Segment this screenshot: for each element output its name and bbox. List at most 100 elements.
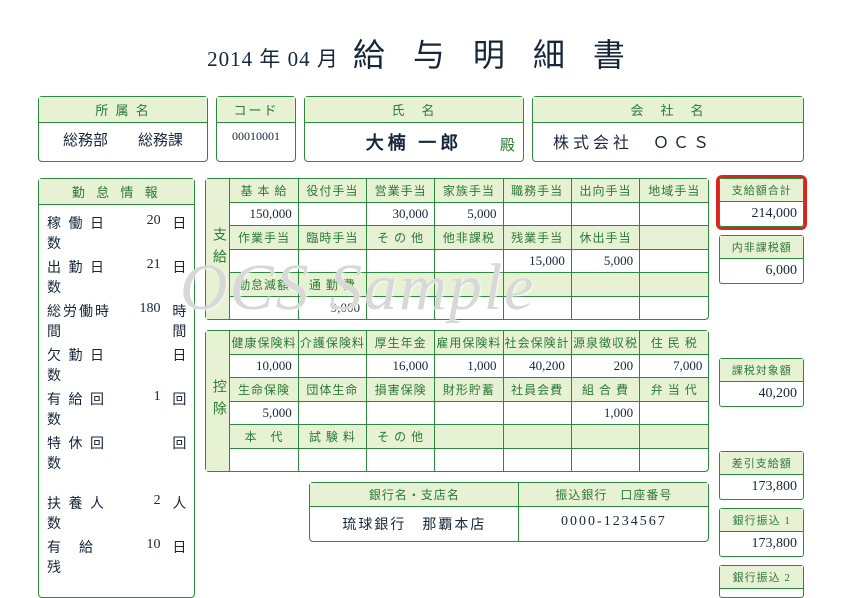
grid-cell (367, 449, 435, 471)
attendance-list1: 稼 働 日 数 20 日 出 勤 日 数 21 日 総労働時間 180 時間 欠… (39, 205, 194, 481)
attendance-value: 10 (127, 537, 161, 577)
grid-cell (435, 250, 503, 273)
attendance-value: 1 (127, 389, 161, 429)
grid-cell: 本 代 (230, 425, 298, 449)
attendance-row: 欠 勤 日 数 日 (47, 343, 186, 387)
bank-box: 銀行名・支店名 琉球銀行 那覇本店 振込銀行 口座番号 0000-1234567 (309, 482, 709, 542)
grid-cell (640, 203, 708, 226)
grid-cell: 社会保険計 (504, 331, 572, 355)
payments-section: 支給 基 本 給役付手当営業手当家族手当職務手当出向手当地域手当150,000 … (205, 178, 709, 320)
attendance-row: 有 給 残 10 日 (47, 535, 186, 579)
bank-transfer-2-value (720, 589, 803, 597)
bank-transfer-2-box: 銀行振込 2 (719, 565, 804, 598)
bank-name-value: 琉球銀行 那覇本店 (310, 507, 518, 541)
bank-transfer-1-value: 173,800 (720, 532, 803, 556)
net-pay-value: 173,800 (720, 475, 803, 499)
attendance-row: 出 勤 日 数 21 日 (47, 255, 186, 299)
grid-cell: 作業手当 (230, 226, 298, 250)
attendance-value (127, 345, 161, 385)
attendance-value: 20 (127, 213, 161, 253)
grid-cell (572, 273, 640, 297)
grid-cell: 40,200 (504, 355, 572, 378)
grid-cell: 財形貯蓄 (435, 378, 503, 402)
attendance-value: 180 (127, 301, 161, 341)
grid-cell (640, 273, 708, 297)
grid-cell (435, 402, 503, 425)
taxable-value: 40,200 (720, 382, 803, 406)
attendance-label: 有 給 回 数 (47, 389, 127, 429)
total-payment-box: 支給額合計 214,000 (719, 178, 804, 227)
grid-cell: 損害保険 (367, 378, 435, 402)
grid-cell: 休出手当 (572, 226, 640, 250)
bank-transfer-1-label: 銀行振込 1 (720, 509, 803, 532)
grid-cell: 勤怠減額 (230, 273, 298, 297)
attendance-row: 総労働時間 180 時間 (47, 299, 186, 343)
grid-cell: 営業手当 (367, 179, 435, 203)
title-date: 2014 年 04 月 (207, 47, 339, 71)
net-pay-box: 差引支給額 173,800 (719, 451, 804, 500)
grid-cell (504, 273, 572, 297)
grid-cell (572, 425, 640, 449)
grid-cell: 15,000 (504, 250, 572, 273)
attendance-label: 総労働時間 (47, 301, 127, 341)
grid-cell (640, 402, 708, 425)
attendance-value: 2 (127, 493, 161, 533)
attendance-row: 扶 養 人 数 2 人 (47, 491, 186, 535)
attendance-unit: 日 (161, 537, 187, 577)
grid-cell: 10,000 (230, 355, 298, 378)
deductions-section: 控除 健康保険料介護保険料厚生年金雇用保険料社会保険計源泉徴収税住 民 税10,… (205, 330, 709, 472)
grid-cell (572, 203, 640, 226)
grid-cell (640, 297, 708, 319)
grid-cell: 臨時手当 (299, 226, 367, 250)
total-payment-label: 支給額合計 (720, 179, 803, 202)
attendance-label: 扶 養 人 数 (47, 493, 127, 533)
attendance-unit: 人 (161, 493, 187, 533)
taxable-box: 課税対象額 40,200 (719, 358, 804, 407)
code-label: コード (217, 97, 295, 123)
nontax-value: 6,000 (720, 259, 803, 283)
grid-cell (299, 402, 367, 425)
dept-value: 総務部 総務課 (39, 123, 207, 156)
grid-cell (367, 297, 435, 319)
payments-tab: 支給 (206, 179, 230, 319)
dept-label: 所 属 名 (39, 97, 207, 123)
grid-cell (435, 449, 503, 471)
grid-cell (435, 297, 503, 319)
code-value: 00010001 (217, 123, 295, 150)
grid-cell: 試 験 料 (299, 425, 367, 449)
name-value: 大楠 一郎 (305, 123, 523, 161)
company-box: 会 社 名 株式会社 ＯＣＳ (532, 96, 804, 162)
attendance-box: 勤 怠 情 報 稼 働 日 数 20 日 出 勤 日 数 21 日 総労働時間 … (38, 178, 195, 598)
attendance-label: 出 勤 日 数 (47, 257, 127, 297)
grid-cell: 組 合 費 (572, 378, 640, 402)
attendance-label: 欠 勤 日 数 (47, 345, 127, 385)
grid-cell: 150,000 (230, 203, 298, 226)
taxable-label: 課税対象額 (720, 359, 803, 382)
grid-cell: 社員会費 (504, 378, 572, 402)
grid-cell: 30,000 (367, 203, 435, 226)
payments-grid: 基 本 給役付手当営業手当家族手当職務手当出向手当地域手当150,000 30,… (230, 179, 708, 319)
grid-cell (230, 250, 298, 273)
grid-cell: 1,000 (572, 402, 640, 425)
bank-name-label: 銀行名・支店名 (310, 483, 518, 507)
grid-cell (504, 203, 572, 226)
attendance-unit: 日 (161, 345, 187, 385)
header-info-row: 所 属 名 総務部 総務課 コード 00010001 氏 名 大楠 一郎 殿 会… (38, 96, 804, 162)
nontax-box: 内非課税額 6,000 (719, 235, 804, 284)
grid-cell: 地域手当 (640, 179, 708, 203)
grid-cell: 5,000 (230, 402, 298, 425)
grid-cell: 他非課税 (435, 226, 503, 250)
grid-cell: 健康保険料 (230, 331, 298, 355)
attendance-unit: 日 (161, 257, 187, 297)
grid-cell (640, 425, 708, 449)
deductions-grid: 健康保険料介護保険料厚生年金雇用保険料社会保険計源泉徴収税住 民 税10,000… (230, 331, 708, 471)
attendance-list2: 扶 養 人 数 2 人 有 給 残 10 日 (39, 491, 194, 585)
bank-acct-value: 0000-1234567 (519, 507, 708, 537)
code-box: コード 00010001 (216, 96, 296, 162)
grid-cell (504, 425, 572, 449)
attendance-unit: 日 (161, 213, 187, 253)
grid-cell (640, 226, 708, 250)
grid-cell (572, 449, 640, 471)
grid-cell: 7,000 (640, 355, 708, 378)
grid-cell (299, 449, 367, 471)
